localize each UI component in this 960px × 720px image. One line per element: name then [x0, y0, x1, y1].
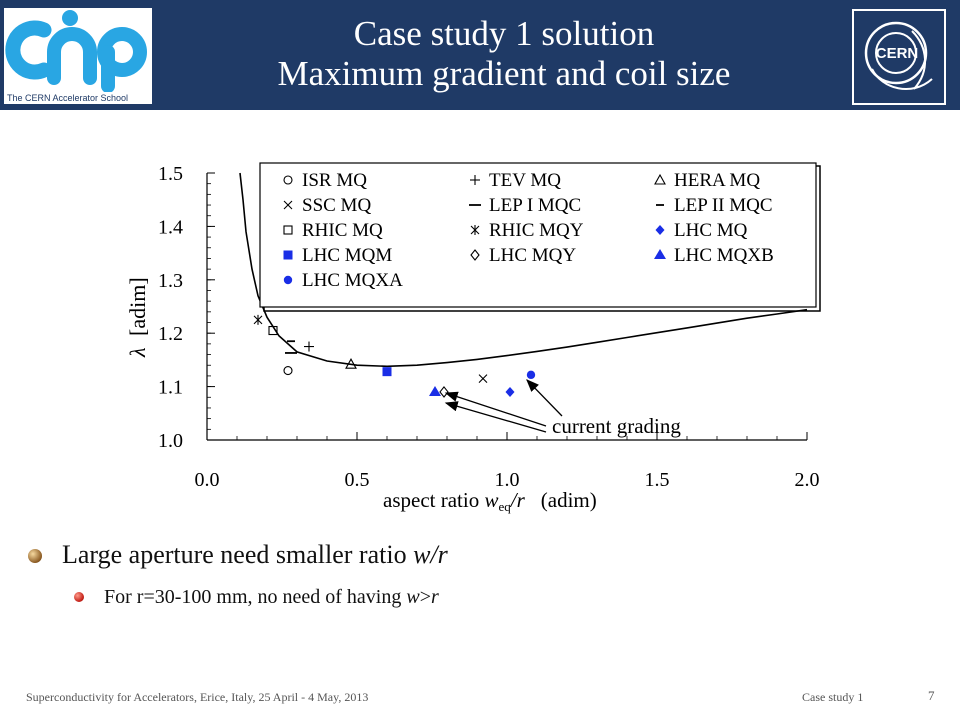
y-tick-label: 1.5 — [158, 163, 183, 185]
bullet-2-var-2: r — [430, 586, 439, 608]
bullet-1-var: w/r — [413, 540, 448, 569]
legend-label-rhic-mq: RHIC MQ — [302, 220, 383, 241]
page-title: Case study 1 solution Maximum gradient a… — [170, 14, 838, 94]
svg-text:λ [adim]: λ [adim] — [125, 277, 150, 358]
bullet-2-text-main: For r=30-100 mm, no need of having — [104, 586, 407, 608]
legend-label-lhc-mqm: LHC MQM — [302, 245, 392, 266]
legend-marker-lhc-mqxa — [283, 275, 293, 285]
x-axis-label-prefix: aspect ratio — [383, 488, 484, 512]
legend-marker-lhc-mqxb — [654, 249, 666, 259]
bullet-2-rel: > — [419, 586, 431, 608]
legend-label-lep-i-mqc: LEP I MQC — [489, 195, 581, 216]
y-axis-unit: [adim] — [125, 277, 150, 336]
legend-label-lhc-mqxa: LHC MQXA — [302, 270, 403, 291]
chart-legend: ISR MQ TEV MQ HERA MQ SSC MQ LEP I MQC LEP II… — [259, 162, 821, 312]
limit-curve — [239, 172, 808, 368]
legend-label-rhic-mqy: RHIC MQY — [489, 220, 584, 241]
x-axis-label-suffix: /r — [510, 488, 526, 512]
grading-arrow-1 — [444, 391, 547, 427]
x-axis-label-var: w — [484, 488, 498, 512]
cas-logo-graphic — [5, 10, 147, 92]
legend-label-lhc-mqy: LHC MQY — [489, 245, 576, 266]
legend-label-ssc-mq: SSC MQ — [302, 195, 371, 216]
legend-marker-rhic-mq — [283, 225, 293, 235]
bullet-2-var-1: w — [406, 586, 420, 608]
x-tick-label: 1.0 — [495, 469, 520, 491]
bullet-2-text: For r=30-100 mm, no need of having w>r — [104, 586, 439, 609]
y-axis-symbol: λ — [125, 347, 150, 358]
point-ssc-mq — [478, 374, 488, 383]
x-tick-label: 0.0 — [195, 469, 220, 491]
legend-label-lep-ii-mqc: LEP II MQC — [674, 195, 773, 216]
legend-label-isr-mq: ISR MQ — [302, 170, 367, 191]
annotation-current-grading: current grading — [552, 414, 681, 438]
legend-marker-tev-mq — [470, 175, 480, 185]
legend-box — [259, 162, 817, 308]
x-tick-label: 2.0 — [795, 469, 820, 491]
title-line-2: Maximum gradient and coil size — [277, 54, 731, 93]
y-tick-label: 1.0 — [158, 430, 183, 452]
page-number: 7 — [928, 688, 935, 703]
point-rhic-mq — [268, 325, 278, 336]
point-lhc-mqy — [439, 386, 449, 398]
y-axis-label: λ [adim] — [125, 277, 150, 358]
bullet-1-dot-icon — [28, 549, 42, 563]
x-axis-label-sub: eq — [498, 499, 511, 514]
legend-shadow — [263, 165, 821, 312]
title-line-1: Case study 1 solution — [353, 14, 655, 53]
legend-label-tev-mq: TEV MQ — [489, 170, 561, 191]
point-lhc-mqxb — [429, 385, 441, 396]
cern-logo: CERN — [852, 9, 946, 105]
x-tick-label: 0.5 — [345, 469, 370, 491]
bullet-2-dot-icon — [74, 592, 84, 602]
legend-marker-lhc-mq — [655, 225, 665, 235]
cern-logo-text: CERN — [876, 45, 919, 62]
bullet-1-text-main: Large aperture need smaller ratio — [62, 540, 414, 569]
y-tick-label: 1.1 — [158, 377, 183, 399]
cas-logo: The CERN Accelerator School — [4, 8, 152, 104]
grading-arrow-3 — [526, 379, 563, 417]
x-axis-label-unit: (adim) — [541, 488, 597, 512]
legend-marker-lhc-mqy — [470, 249, 480, 261]
legend-marker-hera-mq — [654, 173, 666, 185]
chart-axes: 0.0 0.5 1.0 1.5 2.0 1.0 1.1 1.2 1.3 1.4 1.5 — [158, 163, 820, 491]
point-lhc-mq — [505, 386, 515, 397]
legend-marker-rhic-mqy — [470, 225, 480, 235]
point-hera-mq — [345, 358, 357, 369]
footer-conference: Superconductivity for Accelerators, Eric… — [26, 690, 369, 704]
point-rhic-mqy — [253, 314, 263, 325]
y-tick-label: 1.3 — [158, 270, 183, 292]
header-bar: The CERN Accelerator School Case study 1… — [0, 0, 960, 110]
x-axis-label: aspect ratio weq/r (adim) — [383, 488, 597, 514]
point-tev-mq — [304, 341, 314, 352]
bullet-1-text: Large aperture need smaller ratio w/r — [62, 540, 448, 570]
grading-arrow-2 — [444, 401, 547, 433]
x-tick-label: 1.5 — [645, 469, 670, 491]
cas-logo-caption: The CERN Accelerator School — [7, 93, 129, 103]
y-tick-label: 1.2 — [158, 323, 183, 345]
legend-label-lhc-mqxb: LHC MQXB — [674, 245, 774, 266]
current-grading-annotation: current grading — [444, 379, 681, 438]
y-tick-label: 1.4 — [158, 216, 183, 238]
point-isr-mq — [283, 366, 293, 376]
point-lhc-mqm — [382, 367, 392, 377]
legend-label-lhc-mq: LHC MQ — [674, 220, 748, 241]
point-lhc-mqxa — [526, 370, 536, 380]
scatter-chart: 0.0 0.5 1.0 1.5 2.0 1.0 1.1 1.2 1.3 1.4 1.5 ISR MQ… — [125, 162, 821, 514]
legend-label-hera-mq: HERA MQ — [674, 170, 760, 191]
footer-section: Case study 1 — [802, 690, 864, 704]
legend-marker-lhc-mqm — [283, 250, 293, 260]
legend-marker-isr-mq — [283, 175, 293, 185]
legend-marker-ssc-mq — [283, 200, 293, 210]
